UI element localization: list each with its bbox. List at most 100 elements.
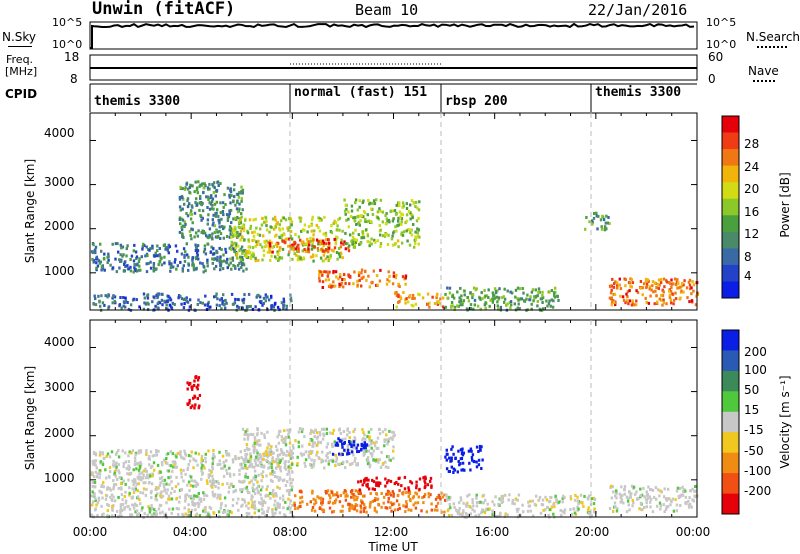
- echo-cell: [491, 291, 494, 295]
- echo-cell: [690, 505, 693, 509]
- echo-cell: [591, 219, 594, 223]
- echo-cell: [449, 506, 452, 510]
- echo-cell: [134, 459, 137, 463]
- echo-cell: [111, 296, 114, 300]
- echo-cell: [304, 450, 308, 454]
- echo-cell: [662, 298, 665, 302]
- echo-cell: [537, 287, 541, 291]
- echo-cell: [280, 219, 283, 223]
- echo-cell: [205, 234, 208, 238]
- echo-cell: [407, 508, 410, 512]
- echo-cell: [287, 435, 290, 439]
- echo-cell: [224, 247, 227, 251]
- echo-cell: [224, 504, 227, 508]
- echo-cell: [370, 237, 373, 241]
- echo-cell: [368, 465, 372, 469]
- echo-cell: [219, 506, 222, 510]
- echo-cell: [132, 259, 136, 263]
- echo-cell: [371, 441, 374, 445]
- echo-cell: [291, 462, 294, 466]
- echo-cell: [262, 249, 265, 253]
- echo-cell: [293, 240, 296, 244]
- echo-cell: [134, 453, 137, 457]
- echo-cell: [271, 217, 275, 221]
- echo-cell: [111, 504, 114, 508]
- echo-cell: [237, 456, 240, 460]
- echo-cell: [200, 499, 203, 503]
- echo-cell: [391, 243, 395, 247]
- echo-cell: [103, 268, 106, 272]
- echo-cell: [610, 284, 613, 288]
- echo-cell: [335, 235, 338, 239]
- echo-cell: [100, 491, 103, 495]
- echo-cell: [322, 433, 326, 437]
- echo-cell: [481, 458, 484, 462]
- echo-cell: [477, 501, 480, 504]
- echo-cell: [407, 228, 410, 231]
- echo-cell: [413, 296, 416, 300]
- echo-cell: [229, 190, 233, 194]
- echo-cell: [268, 246, 271, 250]
- echo-cell: [411, 216, 414, 220]
- echo-cell: [210, 194, 213, 198]
- echo-cell: [435, 294, 439, 297]
- echo-cell: [115, 451, 119, 455]
- echo-cell: [137, 260, 141, 264]
- echo-cell: [202, 270, 205, 274]
- echo-cell: [388, 458, 391, 462]
- echo-cell: [415, 480, 418, 484]
- echo-cell: [418, 477, 422, 481]
- echo-cell: [93, 459, 96, 463]
- echo-cell: [603, 227, 607, 230]
- echo-cell: [154, 251, 157, 255]
- echo-cell: [249, 304, 252, 308]
- echo-cell: [245, 485, 249, 489]
- echo-cell: [282, 216, 286, 220]
- echo-cell: [127, 460, 131, 463]
- echo-cell: [628, 508, 631, 512]
- echo-cell: [228, 472, 232, 476]
- echo-cell: [243, 249, 247, 252]
- echo-cell: [324, 248, 328, 252]
- echo-cell: [151, 300, 154, 304]
- echo-cell: [350, 492, 353, 495]
- echo-cell: [233, 265, 237, 268]
- echo-cell: [232, 188, 236, 192]
- echo-cell: [252, 502, 255, 506]
- echo-cell: [445, 467, 449, 471]
- echo-cell: [315, 223, 318, 227]
- echo-cell: [652, 290, 655, 294]
- echo-cell: [243, 449, 247, 452]
- echo-cell: [100, 268, 103, 272]
- echo-cell: [362, 199, 365, 203]
- echo-cell: [103, 252, 106, 256]
- echo-cell: [142, 469, 146, 473]
- echo-cell: [195, 257, 198, 261]
- echo-cell: [285, 489, 289, 493]
- echo-cell: [591, 222, 594, 226]
- echo-cell: [479, 448, 482, 452]
- freq-unit-label: [MHz]: [5, 65, 38, 78]
- echo-cell: [658, 283, 661, 287]
- echo-cell: [181, 456, 184, 460]
- echo-cell: [212, 511, 216, 515]
- echo-cell: [162, 485, 166, 489]
- echo-cell: [149, 260, 152, 264]
- echo-cell: [288, 441, 292, 445]
- echo-cell: [190, 494, 193, 498]
- echo-cell: [438, 301, 442, 305]
- echo-cell: [475, 445, 479, 449]
- echo-cell: [249, 457, 252, 461]
- echo-cell: [386, 455, 389, 459]
- echo-cell: [156, 492, 159, 496]
- echo-cell: [262, 499, 265, 503]
- echo-cell: [511, 501, 514, 505]
- echo-cell: [260, 465, 263, 469]
- echo-cell: [347, 217, 350, 221]
- echo-cell: [195, 245, 198, 249]
- echo-cell: [208, 182, 211, 186]
- echo-cell: [475, 501, 479, 504]
- echo-cell: [289, 456, 293, 460]
- echo-cell: [469, 512, 472, 516]
- echo-cell: [130, 451, 133, 455]
